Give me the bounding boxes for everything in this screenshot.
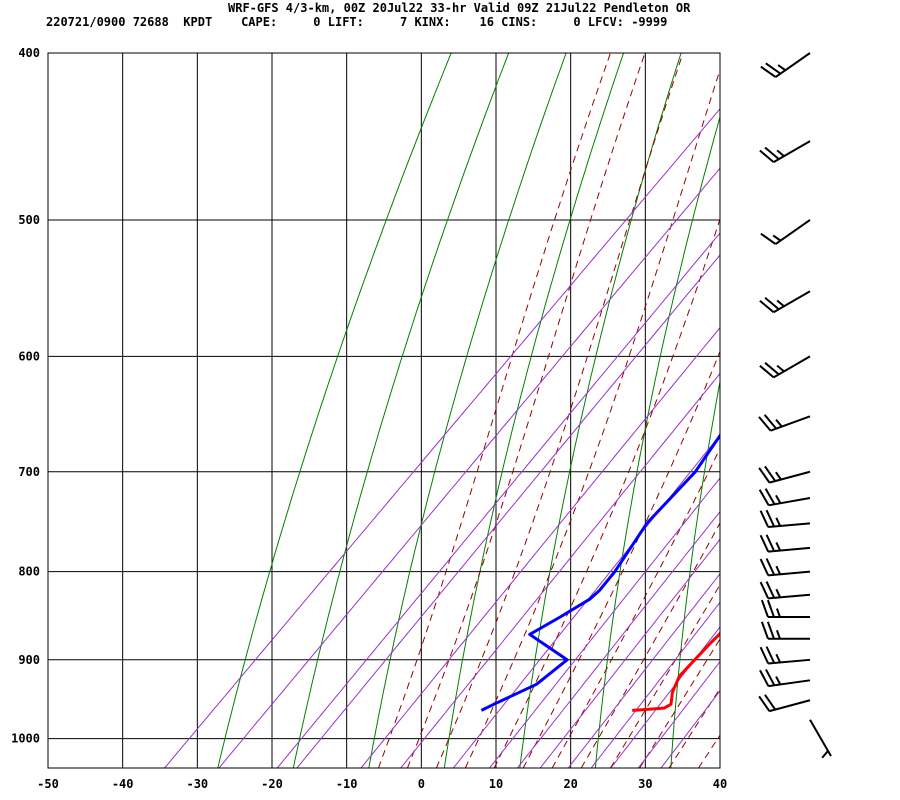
moist-adiabat-line	[406, 53, 646, 768]
mixing-ratio-line	[164, 107, 720, 768]
dry-adiabat-line	[594, 115, 720, 768]
mixing-ratio-line	[539, 538, 720, 768]
moist-adiabat-line	[609, 583, 720, 768]
wind-barb	[760, 52, 811, 78]
mixing-ratio-line	[590, 601, 720, 768]
wind-barb	[760, 219, 811, 245]
station-indices-line: 220721/0900 72688 KPDT CAPE: 0 LIFT: 7 K…	[46, 15, 668, 29]
wind-barb	[759, 668, 811, 688]
mixing-ratio-line	[218, 167, 720, 768]
moist-adiabat-line	[464, 68, 720, 768]
mixing-ratio-line	[452, 434, 720, 768]
dry-adiabat-line	[822, 53, 900, 768]
mixing-ratio-line	[637, 660, 720, 768]
wind-barb	[759, 140, 811, 164]
wind-barb	[759, 646, 811, 665]
x-tick-label: 40	[713, 777, 727, 791]
wind-barb	[759, 534, 811, 553]
mixing-ratio-line	[400, 372, 720, 768]
wind-barb	[759, 581, 811, 600]
moist-adiabat-line	[580, 522, 720, 768]
wind-barb	[759, 509, 811, 529]
x-tick-label: -50	[37, 777, 59, 791]
x-tick-label: -30	[186, 777, 208, 791]
x-tick-label: 20	[563, 777, 577, 791]
chart-title: WRF-GFS 4/3-km, 00Z 20Jul22 33-hr Valid …	[228, 1, 691, 15]
y-tick-label: 1000	[11, 732, 40, 746]
y-tick-label: 700	[18, 465, 40, 479]
x-tick-label: -40	[112, 777, 134, 791]
dry-adiabat-line	[217, 53, 452, 768]
moist-adiabat-line	[668, 687, 720, 768]
wind-barb	[809, 719, 832, 759]
moist-adiabat-line	[493, 217, 720, 768]
y-tick-label: 800	[18, 565, 40, 579]
dry-adiabat-line	[368, 53, 567, 768]
mixing-ratio-line	[567, 573, 720, 768]
wind-barb	[758, 694, 811, 713]
mixing-ratio-line	[296, 254, 720, 768]
dewpoint-profile-line	[480, 432, 720, 712]
y-tick-label: 500	[18, 213, 40, 227]
x-tick-label: 30	[638, 777, 652, 791]
dry-adiabat-line	[292, 53, 510, 768]
wind-barb	[758, 488, 811, 507]
mixing-ratio-line	[610, 626, 720, 768]
plot-frame	[47, 52, 721, 769]
wind-barb	[760, 621, 810, 640]
x-tick-label: -10	[336, 777, 358, 791]
mixing-ratio-line	[276, 232, 720, 768]
y-tick-label: 900	[18, 653, 40, 667]
temperature-profile-line	[632, 631, 720, 712]
wind-barb	[759, 290, 811, 314]
x-tick-label: -20	[261, 777, 283, 791]
y-tick-label: 400	[18, 46, 40, 60]
moist-adiabat-line	[377, 53, 611, 768]
mixing-ratio-line	[517, 510, 720, 768]
wind-barb	[759, 355, 811, 379]
wind-barb	[760, 599, 810, 619]
dry-adiabat-line	[519, 53, 682, 768]
dry-adiabat-line	[443, 53, 625, 768]
mixing-ratio-line	[660, 690, 720, 768]
moist-adiabat-line	[435, 53, 684, 768]
mixing-ratio-line	[489, 477, 720, 768]
wind-barb	[759, 558, 811, 577]
x-tick-label: 10	[489, 777, 503, 791]
y-tick-label: 600	[18, 349, 40, 363]
mixing-ratio-line	[360, 326, 720, 768]
wind-barb	[758, 414, 811, 432]
wind-barb	[758, 465, 811, 484]
dry-adiabat-line	[670, 379, 720, 768]
x-tick-label: 0	[418, 777, 425, 791]
